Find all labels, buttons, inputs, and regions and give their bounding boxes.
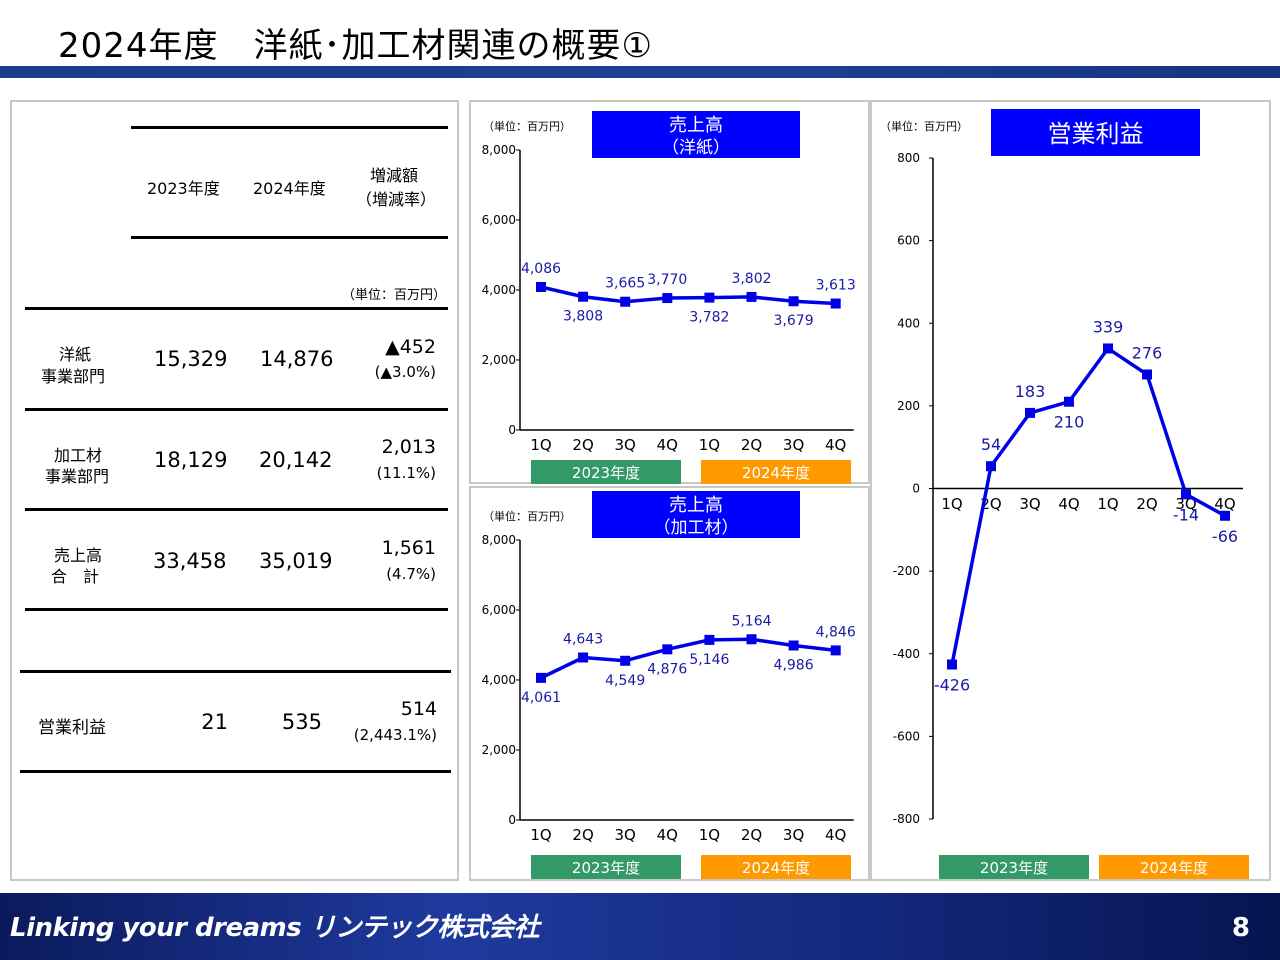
change-value: 1,561 xyxy=(381,537,436,559)
table-rule-3 xyxy=(25,508,448,511)
op-value-2023: 21 xyxy=(201,710,228,734)
row-label-line2: 合 計 xyxy=(51,567,100,586)
change-value: 2,013 xyxy=(381,436,436,458)
row-label-line2: 事業部門 xyxy=(45,467,110,486)
table-rule-5 xyxy=(20,670,451,673)
company-tagline: Linking your dreams リンテック株式会社 xyxy=(10,913,540,943)
value-2023: 18,129 xyxy=(154,448,228,472)
table-rule-header xyxy=(131,236,448,239)
op-row-label: 営業利益 xyxy=(38,718,106,738)
change-value: ▲452 xyxy=(385,336,436,358)
page-title: 2024年度 洋紙･加工材関連の概要① xyxy=(58,26,654,66)
row-label-line1: 洋紙 xyxy=(59,345,92,364)
table-rule-6 xyxy=(20,770,451,773)
value-2023: 15,329 xyxy=(154,347,228,371)
table-rule-1 xyxy=(25,307,448,310)
operating-profit-panel xyxy=(870,100,1271,881)
header-change: 増減額 xyxy=(370,166,419,185)
title-bar xyxy=(0,66,1280,78)
value-2024: 20,142 xyxy=(259,448,333,472)
row-label-line1: 売上高 xyxy=(54,546,103,565)
header-fy2024: 2024年度 xyxy=(253,179,326,198)
row-label-line2: 事業部門 xyxy=(41,367,106,386)
row-label-line1: 加工材 xyxy=(54,446,103,465)
header-change-rate: （増減率） xyxy=(356,190,437,209)
change-rate: (4.7%) xyxy=(386,565,436,583)
table-unit: （単位：百万円） xyxy=(342,288,447,303)
value-2024: 35,019 xyxy=(259,549,333,573)
change-rate: (11.1%) xyxy=(376,464,436,482)
op-change-rate: (2,443.1%) xyxy=(353,726,437,744)
summary-table-panel xyxy=(10,100,459,881)
converted-sales-panel xyxy=(469,486,870,881)
op-value-2024: 535 xyxy=(281,710,322,734)
table-rule-2 xyxy=(25,408,448,411)
footer-bar: Linking your dreams リンテック株式会社 8 xyxy=(0,893,1280,960)
value-2023: 33,458 xyxy=(153,549,227,573)
table-rule-4 xyxy=(25,608,448,611)
op-change-value: 514 xyxy=(400,698,437,720)
value-2024: 14,876 xyxy=(260,347,334,371)
table-rule-top xyxy=(131,126,448,129)
change-rate: (▲3.0%) xyxy=(374,363,436,381)
header-fy2023: 2023年度 xyxy=(147,179,220,198)
page-number: 8 xyxy=(1231,913,1250,943)
paper-sales-panel xyxy=(469,100,870,484)
